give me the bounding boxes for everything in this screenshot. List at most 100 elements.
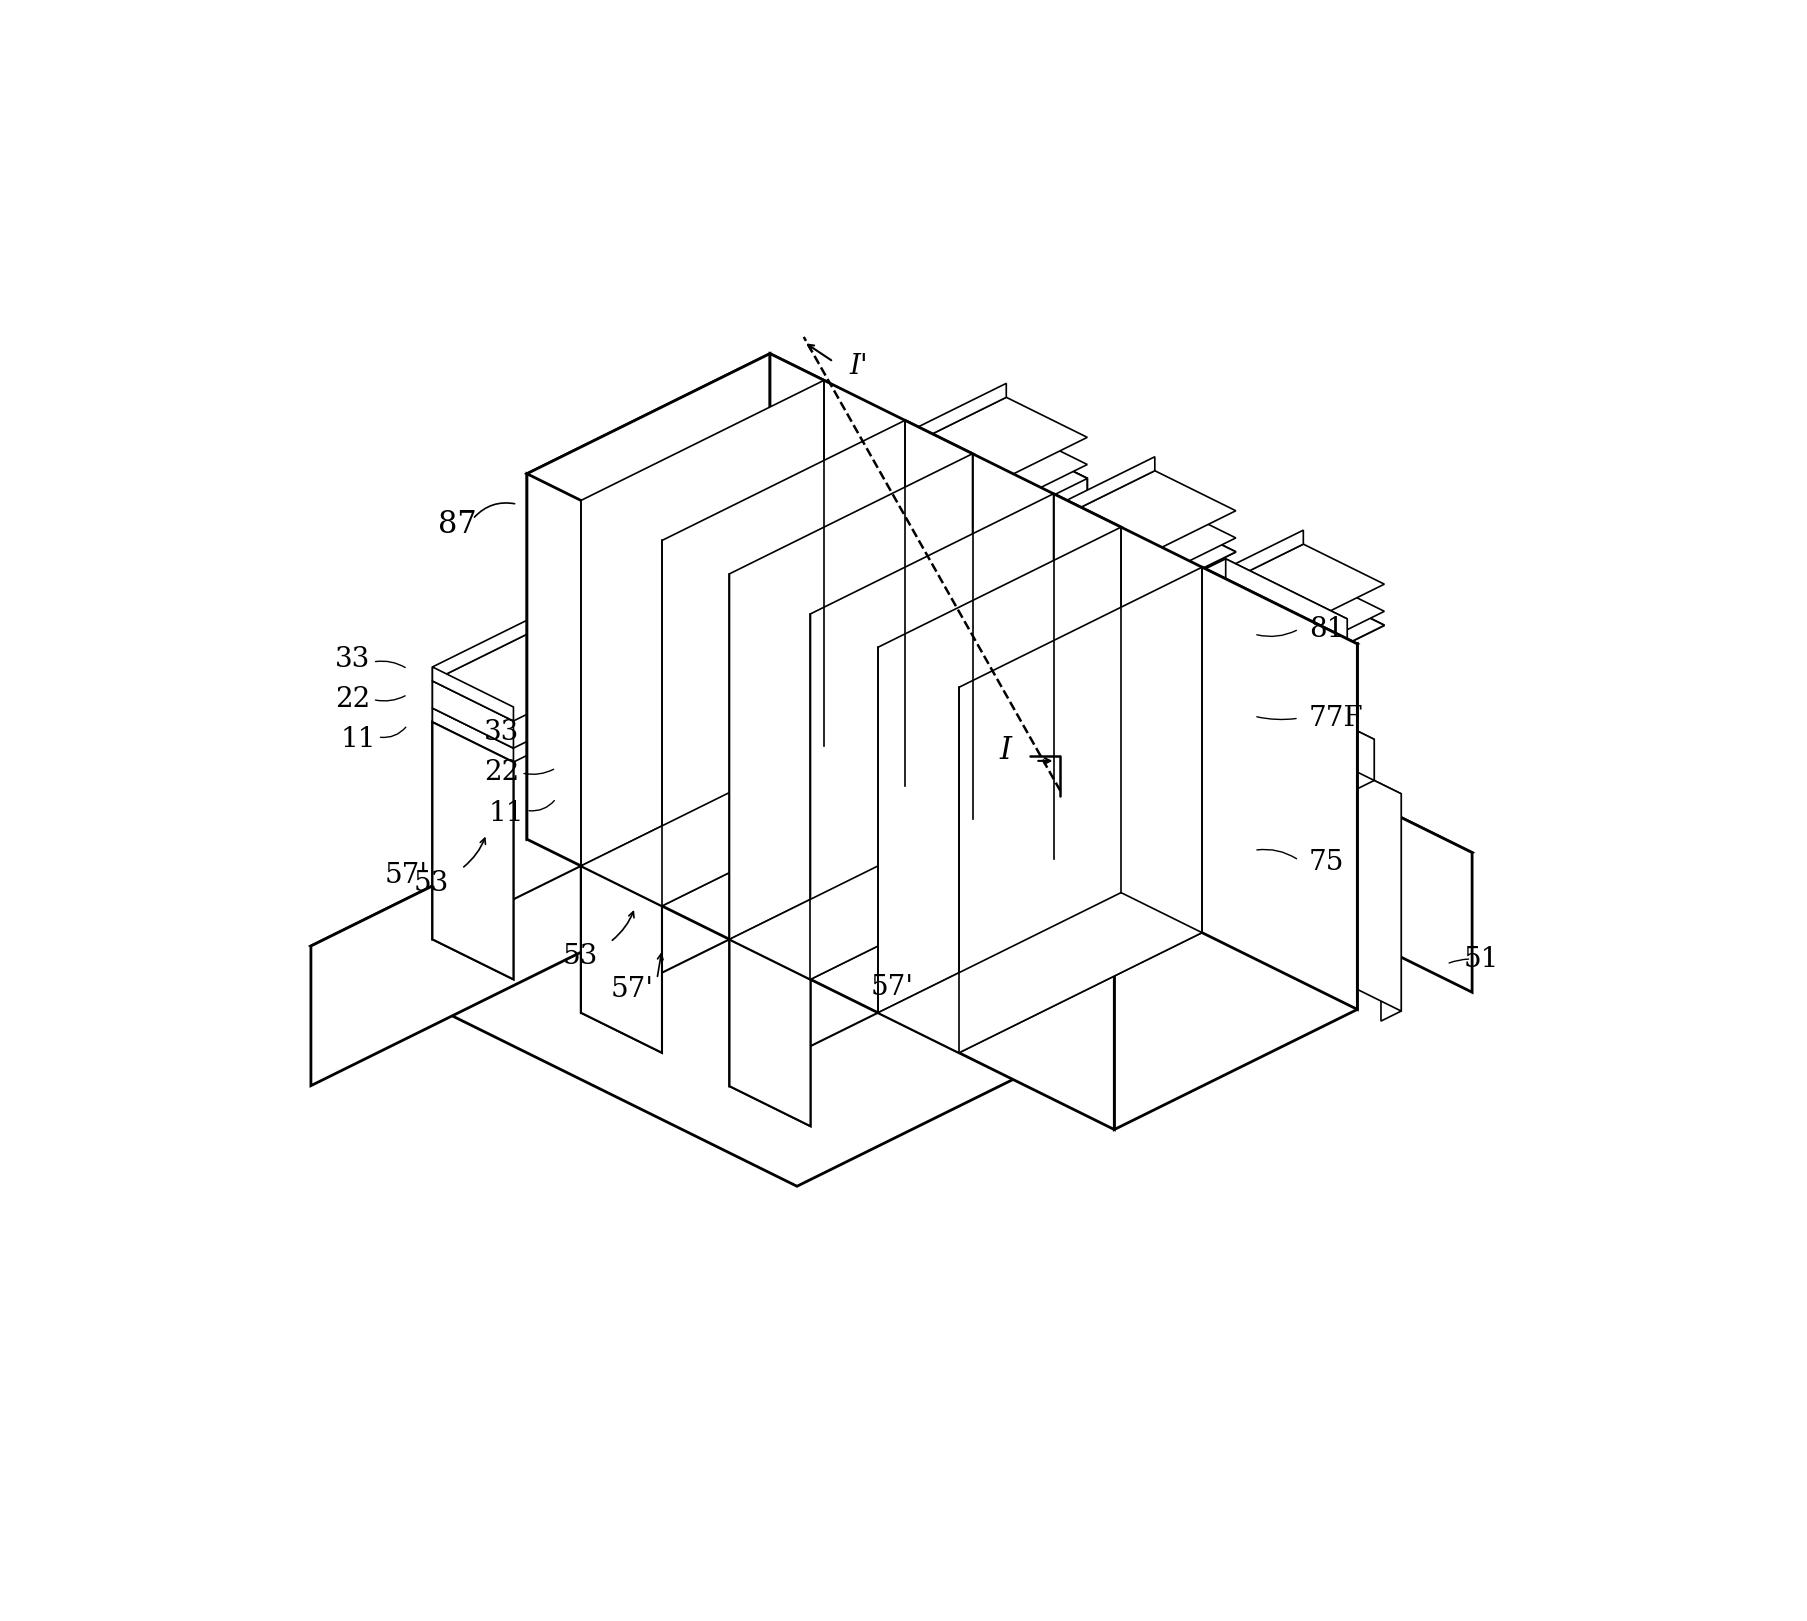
Polygon shape bbox=[1120, 530, 1303, 634]
Polygon shape bbox=[432, 593, 580, 681]
Polygon shape bbox=[432, 608, 661, 721]
Polygon shape bbox=[580, 512, 1236, 835]
Polygon shape bbox=[432, 635, 580, 721]
Polygon shape bbox=[526, 353, 824, 501]
Polygon shape bbox=[1006, 438, 1086, 695]
Polygon shape bbox=[580, 721, 810, 835]
Polygon shape bbox=[728, 819, 1053, 979]
Polygon shape bbox=[1205, 707, 1400, 804]
Polygon shape bbox=[728, 754, 878, 854]
Text: 11: 11 bbox=[340, 726, 376, 754]
Polygon shape bbox=[972, 498, 1236, 627]
Polygon shape bbox=[526, 473, 1113, 1130]
Text: 53: 53 bbox=[414, 870, 450, 896]
Polygon shape bbox=[1205, 666, 1373, 749]
Polygon shape bbox=[824, 397, 1086, 527]
Text: 11: 11 bbox=[488, 799, 524, 827]
Text: I: I bbox=[999, 736, 1010, 767]
Polygon shape bbox=[1205, 666, 1225, 716]
Text: 77F: 77F bbox=[1308, 705, 1362, 731]
Polygon shape bbox=[580, 796, 661, 1052]
Polygon shape bbox=[580, 381, 824, 866]
Polygon shape bbox=[1353, 739, 1373, 791]
Polygon shape bbox=[1120, 545, 1384, 674]
Polygon shape bbox=[580, 746, 905, 906]
Text: 57': 57' bbox=[869, 974, 913, 1002]
Text: 22: 22 bbox=[334, 686, 370, 713]
Polygon shape bbox=[1113, 644, 1357, 1130]
Polygon shape bbox=[1205, 559, 1225, 676]
Polygon shape bbox=[824, 488, 905, 554]
Polygon shape bbox=[972, 512, 1236, 642]
Polygon shape bbox=[810, 494, 1053, 979]
Polygon shape bbox=[432, 708, 513, 762]
Polygon shape bbox=[580, 708, 810, 822]
Polygon shape bbox=[432, 666, 513, 721]
Polygon shape bbox=[311, 613, 1471, 1187]
Polygon shape bbox=[580, 796, 661, 1052]
Polygon shape bbox=[580, 512, 1155, 1013]
Polygon shape bbox=[728, 781, 878, 869]
Polygon shape bbox=[432, 608, 580, 708]
Polygon shape bbox=[824, 383, 1006, 488]
Polygon shape bbox=[728, 796, 958, 909]
Polygon shape bbox=[770, 353, 1357, 1010]
Polygon shape bbox=[972, 498, 1155, 601]
Polygon shape bbox=[1120, 545, 1303, 661]
Text: 51: 51 bbox=[1464, 945, 1498, 973]
Polygon shape bbox=[985, 613, 1471, 992]
Polygon shape bbox=[958, 567, 1202, 1052]
Polygon shape bbox=[824, 397, 1006, 514]
Polygon shape bbox=[958, 567, 1357, 763]
Polygon shape bbox=[1120, 571, 1384, 702]
Polygon shape bbox=[972, 470, 1155, 588]
Polygon shape bbox=[661, 420, 972, 574]
Polygon shape bbox=[311, 613, 985, 1086]
Polygon shape bbox=[972, 457, 1155, 561]
Polygon shape bbox=[432, 438, 1006, 939]
Polygon shape bbox=[824, 438, 1086, 569]
Polygon shape bbox=[580, 681, 728, 781]
Polygon shape bbox=[1120, 585, 1384, 715]
Polygon shape bbox=[878, 527, 1120, 1013]
Polygon shape bbox=[1225, 707, 1400, 1012]
Text: 53: 53 bbox=[562, 943, 598, 971]
Polygon shape bbox=[728, 741, 878, 828]
Polygon shape bbox=[432, 721, 513, 979]
Polygon shape bbox=[432, 681, 513, 749]
Polygon shape bbox=[580, 708, 728, 796]
Text: I': I' bbox=[849, 353, 867, 381]
Text: 57': 57' bbox=[385, 862, 428, 890]
Polygon shape bbox=[526, 353, 770, 840]
Polygon shape bbox=[728, 869, 810, 1127]
Polygon shape bbox=[1205, 559, 1346, 629]
Polygon shape bbox=[432, 721, 513, 979]
Polygon shape bbox=[728, 585, 1384, 909]
Polygon shape bbox=[1120, 571, 1303, 676]
Polygon shape bbox=[1205, 707, 1225, 934]
Polygon shape bbox=[728, 781, 958, 895]
Polygon shape bbox=[432, 438, 1086, 762]
Polygon shape bbox=[1225, 559, 1346, 726]
Polygon shape bbox=[878, 893, 1202, 1052]
Polygon shape bbox=[728, 754, 958, 867]
Text: 57': 57' bbox=[611, 976, 654, 1003]
Polygon shape bbox=[824, 514, 905, 569]
Polygon shape bbox=[1381, 794, 1400, 1021]
Text: 33: 33 bbox=[334, 645, 370, 673]
Polygon shape bbox=[580, 681, 810, 794]
Polygon shape bbox=[810, 494, 1120, 647]
Polygon shape bbox=[728, 869, 810, 1127]
Text: 22: 22 bbox=[484, 759, 519, 786]
Polygon shape bbox=[1326, 619, 1346, 736]
Polygon shape bbox=[728, 585, 1303, 1086]
Polygon shape bbox=[972, 470, 1236, 601]
Polygon shape bbox=[432, 648, 661, 762]
Polygon shape bbox=[728, 454, 972, 939]
Polygon shape bbox=[1225, 666, 1373, 780]
Polygon shape bbox=[432, 635, 661, 749]
Polygon shape bbox=[824, 473, 905, 527]
Polygon shape bbox=[824, 425, 1086, 554]
Polygon shape bbox=[661, 420, 905, 906]
Text: 81: 81 bbox=[1308, 616, 1343, 642]
